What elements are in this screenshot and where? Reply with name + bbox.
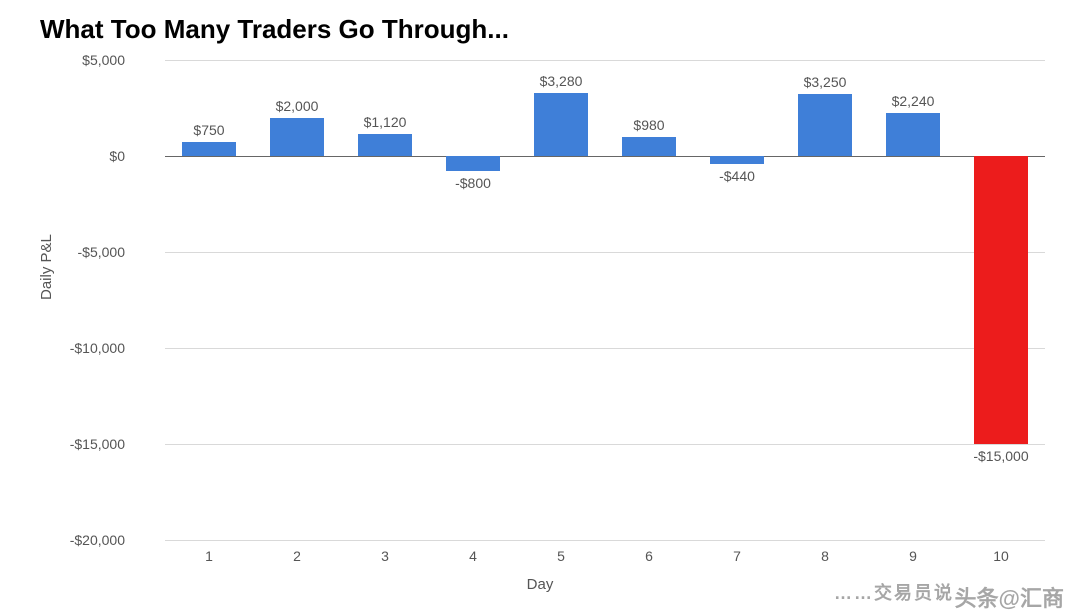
bar (358, 134, 413, 156)
bar (534, 93, 589, 156)
x-tick-label: 1 (205, 548, 213, 564)
x-tick-label: 4 (469, 548, 477, 564)
bar-value-label: -$440 (719, 168, 755, 184)
gridline (165, 444, 1045, 445)
bar-value-label: $2,240 (892, 93, 935, 109)
gridline (165, 348, 1045, 349)
bar (798, 94, 853, 156)
chart-title: What Too Many Traders Go Through... (40, 14, 509, 45)
bar (622, 137, 677, 156)
bar-value-label: $750 (193, 122, 224, 138)
bar-value-label: $1,120 (364, 114, 407, 130)
bar-value-label: $3,280 (540, 73, 583, 89)
y-tick-label: -$5,000 (35, 244, 125, 260)
x-tick-label: 10 (993, 548, 1009, 564)
bar (974, 156, 1029, 444)
x-tick-label: 8 (821, 548, 829, 564)
y-tick-label: $5,000 (35, 52, 125, 68)
x-tick-label: 5 (557, 548, 565, 564)
bar (886, 113, 941, 156)
x-tick-label: 9 (909, 548, 917, 564)
y-tick-label: -$10,000 (35, 340, 125, 356)
y-tick-label: -$20,000 (35, 532, 125, 548)
bar (182, 142, 237, 156)
x-tick-label: 3 (381, 548, 389, 564)
y-tick-label: -$15,000 (35, 436, 125, 452)
gridline (165, 60, 1045, 61)
bar-value-label: $2,000 (276, 98, 319, 114)
bar-value-label: $980 (633, 117, 664, 133)
y-tick-label: $0 (35, 148, 125, 164)
bar (710, 156, 765, 164)
x-tick-label: 7 (733, 548, 741, 564)
bar-value-label: -$800 (455, 175, 491, 191)
x-tick-label: 2 (293, 548, 301, 564)
bar (270, 118, 325, 156)
gridline (165, 540, 1045, 541)
bar-value-label: $3,250 (804, 74, 847, 90)
plot-area: $5,000$0-$5,000-$10,000-$15,000-$20,000$… (165, 60, 1045, 540)
bar (446, 156, 501, 171)
gridline (165, 252, 1045, 253)
zero-line (165, 156, 1045, 157)
bar-value-label: -$15,000 (973, 448, 1028, 464)
x-tick-label: 6 (645, 548, 653, 564)
x-axis-label: Day (0, 576, 1080, 593)
